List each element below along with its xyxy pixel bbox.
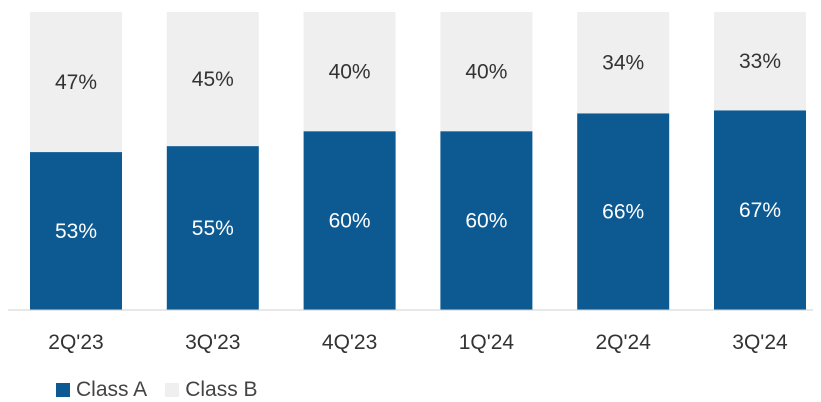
data-label-class-b: 45% (192, 68, 234, 91)
x-tick-labels-group: 2Q'23 3Q'23 4Q'23 1Q'24 2Q'24 3Q'24 (48, 331, 788, 354)
bar-class-b (577, 12, 670, 114)
x-tick-label: 2Q'23 (48, 331, 103, 354)
legend-swatch-class-a (56, 383, 70, 397)
x-tick-label: 1Q'24 (459, 331, 515, 354)
legend-label-class-a: Class A (76, 378, 148, 401)
x-tick-label: 2Q'24 (596, 331, 652, 354)
legend-swatch-class-b (165, 383, 180, 397)
data-label-class-a: 55% (192, 217, 234, 240)
data-label-class-a: 67% (739, 199, 781, 222)
bar-class-a (303, 131, 396, 310)
data-label-class-b: 40% (329, 61, 371, 84)
bar-class-b (30, 12, 122, 153)
legend-item-class-a: Class A (56, 378, 147, 402)
data-label-class-a: 60% (329, 210, 371, 233)
bar-class-b (440, 12, 533, 132)
data-label-class-b: 40% (465, 61, 507, 84)
x-tick-label: 3Q'23 (185, 331, 240, 354)
bar-class-b (166, 12, 259, 147)
data-label-class-b: 33% (739, 50, 781, 73)
x-tick-label: 4Q'23 (322, 331, 377, 354)
data-label-class-a: 60% (465, 210, 507, 233)
bars-group (30, 12, 806, 310)
data-label-class-a: 53% (55, 220, 97, 243)
data-label-class-a: 66% (602, 201, 644, 224)
bar-class-a (714, 110, 806, 310)
bar-class-a (577, 113, 670, 310)
data-label-class-b: 34% (602, 52, 644, 75)
bar-class-a (30, 152, 122, 310)
bar-class-a (440, 131, 533, 310)
data-label-class-b: 47% (55, 71, 97, 94)
data-labels-group: 53% 47% 55% 45% 60% 40% 60% 40% 66% 34% 67% 33% (55, 50, 781, 243)
bar-class-b (303, 12, 396, 132)
bar-class-a (166, 146, 259, 310)
x-tick-label: 3Q'24 (732, 331, 788, 354)
bar-class-b (714, 12, 806, 111)
legend: Class A Class B (56, 378, 276, 402)
legend-label-class-b: Class B (185, 378, 258, 401)
legend-item-class-b: Class B (165, 378, 258, 402)
